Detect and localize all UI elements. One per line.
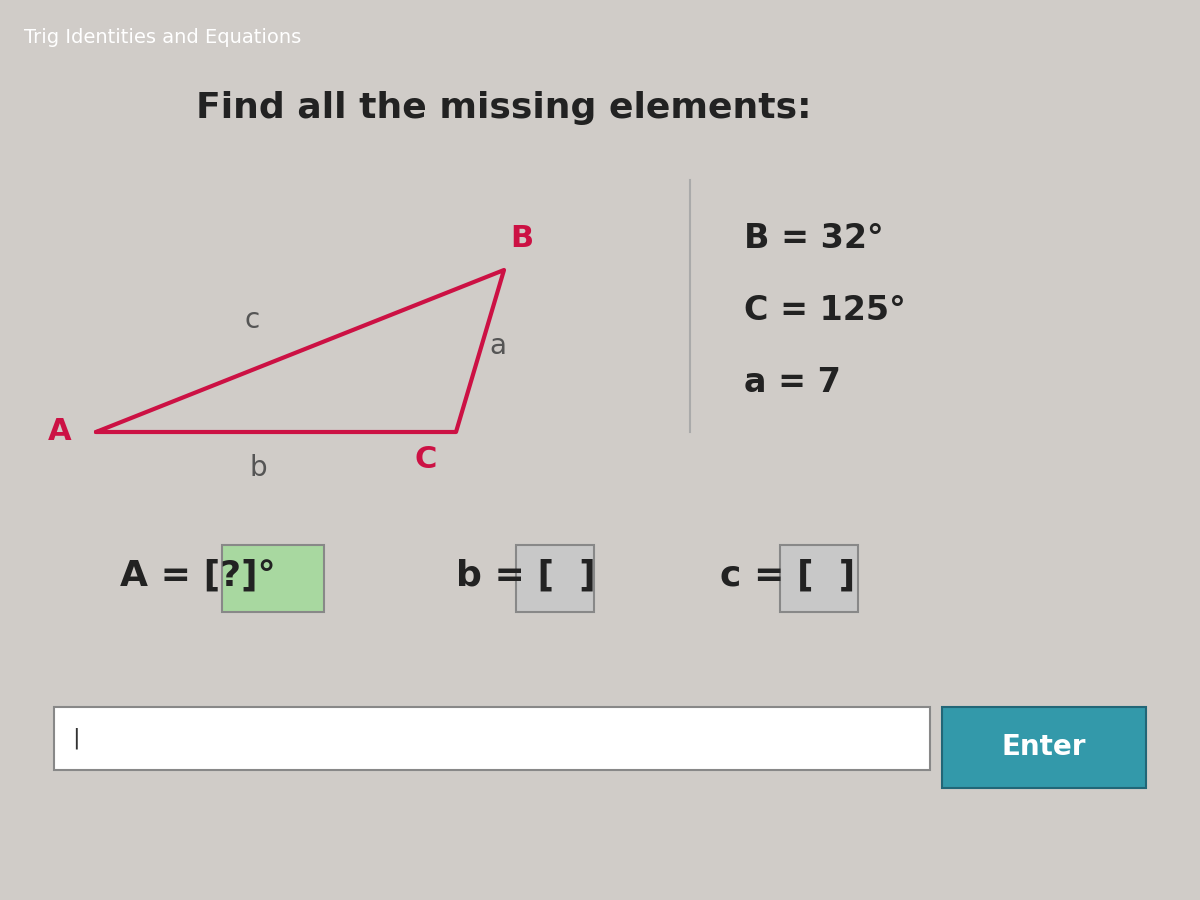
Text: Trig Identities and Equations: Trig Identities and Equations [24,28,301,48]
Text: B: B [510,224,534,253]
FancyBboxPatch shape [780,544,858,612]
Text: Find all the missing elements:: Find all the missing elements: [197,91,811,125]
Text: b: b [250,454,266,482]
FancyBboxPatch shape [942,706,1146,788]
Text: a = 7: a = 7 [744,366,841,399]
FancyBboxPatch shape [222,544,324,612]
Text: c: c [245,305,259,334]
FancyBboxPatch shape [54,706,930,770]
Text: a: a [490,332,506,361]
Text: c = [  ]: c = [ ] [720,559,856,593]
Text: b = [  ]: b = [ ] [456,559,595,593]
Text: C = 125°: C = 125° [744,294,906,327]
Text: Enter: Enter [1002,733,1086,761]
Text: |: | [72,727,79,749]
FancyBboxPatch shape [516,544,594,612]
Text: B = 32°: B = 32° [744,222,883,255]
Text: C: C [415,445,437,473]
Text: A = [?]°: A = [?]° [120,559,276,593]
Text: A: A [48,418,72,446]
